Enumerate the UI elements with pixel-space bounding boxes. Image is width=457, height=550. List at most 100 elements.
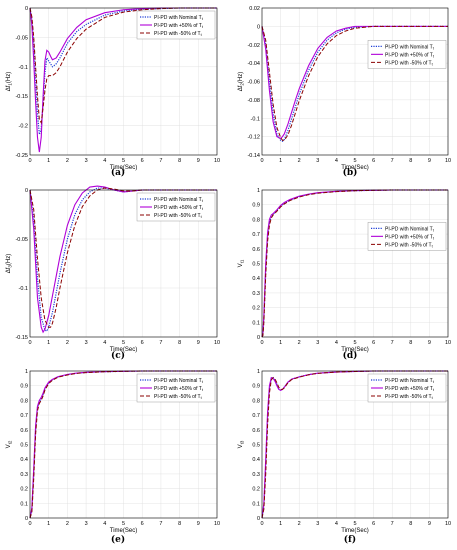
legend: PI-PD with Nominal Tt PI-PD with +50% of … xyxy=(136,192,216,222)
x-tick-label: 0 xyxy=(260,340,263,346)
x-tick-label: 10 xyxy=(445,521,451,527)
x-tick-label: 0 xyxy=(260,521,263,527)
x-tick-label: 4 xyxy=(103,340,106,346)
y-tick-label: 1 xyxy=(257,188,260,194)
y-axis-label: Vt3 xyxy=(238,440,245,448)
series-line xyxy=(261,25,448,141)
y-tick-label: 0.6 xyxy=(20,428,28,434)
x-tick-label: 1 xyxy=(279,158,282,164)
series-line xyxy=(261,189,448,338)
plot-frame xyxy=(29,189,218,338)
legend-entry: PI-PD with -50% of Tt xyxy=(385,242,434,248)
legend-entry: PI-PD with -50% of Tt xyxy=(385,60,434,66)
y-tick-label: 0.8 xyxy=(20,398,28,404)
x-tick-label: 4 xyxy=(335,158,338,164)
y-tick-label: -0.08 xyxy=(247,98,260,104)
x-tick-label: 9 xyxy=(428,158,431,164)
y-tick-label: -0.14 xyxy=(247,153,260,159)
y-tick-label: 0.4 xyxy=(252,276,260,282)
x-tick-label: 5 xyxy=(122,521,125,527)
chart-panel: 0 1 2 3 4 5 6 7 8 9 10 0 -0.05 -0.1 -0.15 -0.2 -0.25 Time… xyxy=(6,6,220,178)
chart-panel: 0 1 2 3 4 5 6 7 8 9 10 0 0.1 0.2 0.3 0.4 0.5 0.6 0.7 0.8 0.9… xyxy=(6,369,220,545)
y-tick-label: -0.15 xyxy=(15,94,28,100)
y-tick-label: 0.8 xyxy=(252,398,260,404)
legend-entry: PI-PD with Nominal Tt xyxy=(154,378,204,384)
x-tick-label: 0 xyxy=(28,158,31,164)
legend: PI-PD with Nominal Tt PI-PD with +50% of … xyxy=(136,373,216,403)
x-axis-label: Time(Sec) xyxy=(341,165,368,171)
x-tick-label: 2 xyxy=(298,521,301,527)
chart-panel: 0 1 2 3 4 5 6 7 8 9 10 0 0.1 0.2 0.3 0.4 0.5 0.6 0.7 0.8 0.9… xyxy=(238,188,451,361)
x-tick-label: 5 xyxy=(353,340,356,346)
y-tick-label: -0.06 xyxy=(247,80,260,86)
legend: PI-PD with Nominal Tt PI-PD with +50% of … xyxy=(367,222,447,251)
x-tick-label: 5 xyxy=(353,158,356,164)
y-tick-label: 0.3 xyxy=(20,472,28,478)
legend-entry: PI-PD with -50% of Tt xyxy=(154,31,203,37)
legend-entry: PI-PD with +50% of Tt xyxy=(154,205,204,211)
panel-label: (d) xyxy=(343,350,358,361)
y-tick-label: 0 xyxy=(257,335,260,341)
legend-entry: PI-PD with -50% of Tt xyxy=(154,394,203,400)
y-tick-label: 0.5 xyxy=(252,262,260,268)
y-tick-label: -0.15 xyxy=(15,335,28,341)
x-tick-label: 1 xyxy=(47,158,50,164)
y-tick-label: 0 xyxy=(257,516,260,522)
plot-frame xyxy=(261,370,449,519)
x-tick-label: 2 xyxy=(66,521,69,527)
y-tick-label: 0.4 xyxy=(252,457,260,463)
x-tick-label: 7 xyxy=(159,521,162,527)
chart-panel: 0 1 2 3 4 5 6 7 8 9 10 0.02 0 -0.02 -0.04 -0.06 -0.08 -0.… xyxy=(238,6,451,178)
y-axis-label: Δf1(Hz) xyxy=(6,72,13,92)
x-tick-label: 2 xyxy=(66,340,69,346)
y-tick-label: 0.9 xyxy=(20,384,28,390)
x-tick-label: 8 xyxy=(409,340,412,346)
y-tick-label: -0.1 xyxy=(19,65,28,71)
plot-frame xyxy=(29,370,218,519)
x-tick-label: 6 xyxy=(141,521,144,527)
x-tick-label: 10 xyxy=(214,158,220,164)
x-tick-label: 3 xyxy=(316,158,319,164)
x-tick-label: 4 xyxy=(103,521,106,527)
y-tick-label: 0 xyxy=(25,6,28,12)
y-axis-label: Vt1 xyxy=(238,259,245,267)
plot-frame xyxy=(261,7,449,156)
x-tick-label: 5 xyxy=(122,340,125,346)
series-line xyxy=(29,7,217,135)
x-tick-label: 7 xyxy=(391,158,394,164)
x-tick-label: 0 xyxy=(260,158,263,164)
x-tick-label: 8 xyxy=(178,158,181,164)
y-tick-label: 0 xyxy=(25,188,28,194)
x-tick-label: 8 xyxy=(178,340,181,346)
x-tick-label: 1 xyxy=(47,521,50,527)
y-tick-label: 0.7 xyxy=(252,232,260,238)
x-tick-label: 0 xyxy=(28,340,31,346)
x-tick-label: 6 xyxy=(372,158,375,164)
legend-entry: PI-PD with Nominal Tt xyxy=(385,378,435,384)
legend-box xyxy=(367,373,447,403)
x-tick-label: 3 xyxy=(316,521,319,527)
y-tick-label: -0.1 xyxy=(251,116,260,122)
series-line xyxy=(29,370,217,519)
x-tick-label: 3 xyxy=(85,521,88,527)
x-tick-label: 10 xyxy=(445,158,451,164)
y-tick-label: -0.02 xyxy=(247,43,260,49)
y-tick-label: 0.4 xyxy=(20,457,28,463)
y-tick-label: -0.1 xyxy=(19,286,28,292)
panel-label: (c) xyxy=(111,350,125,361)
x-tick-label: 7 xyxy=(159,158,162,164)
y-axis-label: Δf3(Hz) xyxy=(6,254,13,274)
y-tick-label: 0.6 xyxy=(252,247,260,253)
legend: PI-PD with Nominal Tt PI-PD with +50% of … xyxy=(367,40,447,69)
x-tick-label: 9 xyxy=(197,158,200,164)
y-tick-label: -0.05 xyxy=(15,237,28,243)
y-tick-label: 0.1 xyxy=(252,501,260,507)
x-tick-label: 3 xyxy=(316,340,319,346)
legend-entry: PI-PD with Nominal Tt xyxy=(154,197,204,203)
legend-entry: PI-PD with -50% of Tt xyxy=(154,213,203,219)
x-tick-label: 9 xyxy=(197,340,200,346)
y-tick-label: 0.7 xyxy=(252,413,260,419)
panel-label: (e) xyxy=(111,534,125,545)
y-tick-label: 0.1 xyxy=(20,501,28,507)
